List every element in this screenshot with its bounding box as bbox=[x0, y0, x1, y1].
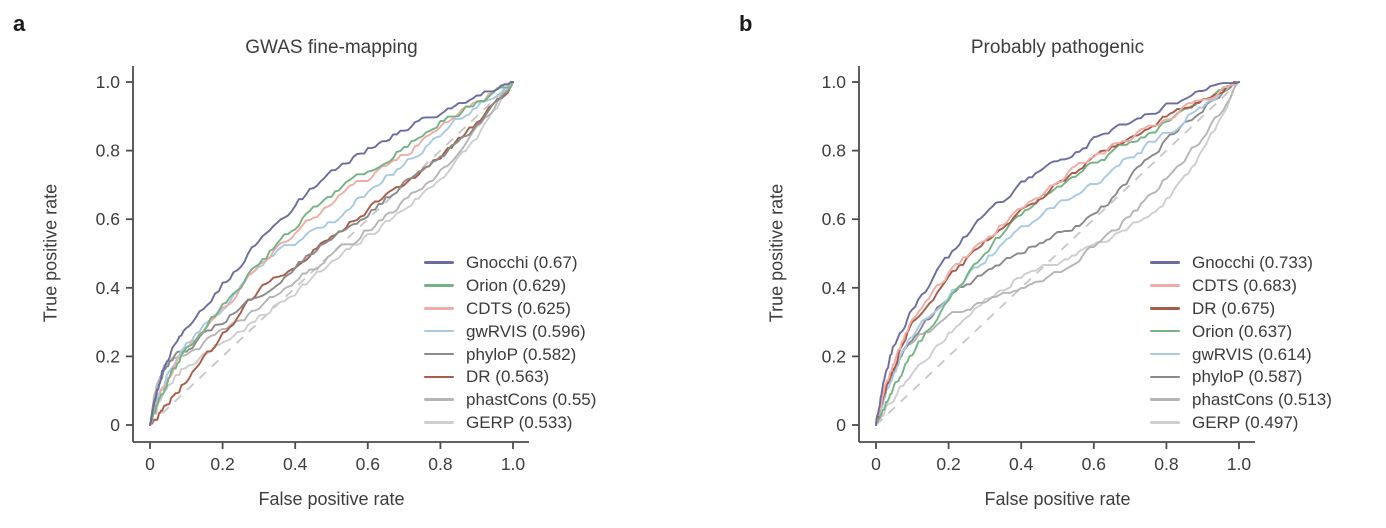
legend-item: CDTS (0.625) bbox=[424, 297, 596, 320]
legend-swatch bbox=[1150, 421, 1180, 425]
legend-swatch bbox=[1150, 375, 1180, 379]
roc-curve-Orion bbox=[149, 81, 514, 426]
legend-item: Gnocchi (0.67) bbox=[424, 251, 596, 274]
legend-swatch bbox=[424, 329, 454, 333]
y-tick-label: 0.6 bbox=[822, 209, 846, 229]
x-tick-label: 1.0 bbox=[1227, 454, 1252, 474]
roc-curve-gwRVIS bbox=[875, 81, 1240, 426]
x-axis-label: False positive rate bbox=[984, 489, 1131, 509]
x-tick-label: 0.6 bbox=[356, 454, 380, 474]
roc-curve-GERP bbox=[875, 81, 1240, 426]
legend-item: CDTS (0.683) bbox=[1150, 274, 1332, 297]
legend-label: Orion (0.637) bbox=[1192, 321, 1293, 341]
roc-curve-CDTS bbox=[875, 81, 1240, 426]
roc-curve-gwRVIS bbox=[149, 81, 514, 426]
legend-label: GERP (0.533) bbox=[466, 413, 573, 433]
panel-title: GWAS fine-mapping bbox=[245, 37, 418, 58]
legend-swatch bbox=[424, 398, 454, 402]
legend-swatch bbox=[1150, 352, 1180, 356]
legend-item: DR (0.675) bbox=[1150, 297, 1332, 320]
x-tick-label: 0 bbox=[145, 454, 155, 474]
legend-item: gwRVIS (0.596) bbox=[424, 320, 596, 343]
roc-curve-Orion bbox=[875, 81, 1240, 426]
legend-swatch bbox=[1150, 261, 1180, 264]
y-tick-label: 0.2 bbox=[96, 346, 120, 366]
roc-curve-Gnocchi bbox=[149, 81, 514, 426]
legend-swatch bbox=[424, 375, 454, 379]
legend-label: phastCons (0.55) bbox=[466, 390, 597, 410]
legend-item: phyloP (0.587) bbox=[1150, 365, 1332, 388]
x-tick-label: 0.8 bbox=[428, 454, 452, 474]
legend-item: phastCons (0.513) bbox=[1150, 388, 1332, 411]
legend-item: Orion (0.629) bbox=[424, 274, 596, 297]
legend-label: DR (0.675) bbox=[1192, 298, 1276, 318]
legend-swatch bbox=[1150, 306, 1180, 310]
roc-curve-phyloP bbox=[875, 81, 1240, 426]
legend-swatch bbox=[1150, 283, 1180, 287]
legend: Gnocchi (0.67) Orion (0.629) CDTS (0.625) g… bbox=[424, 251, 596, 434]
x-tick-label: 1.0 bbox=[501, 454, 526, 474]
x-axis-label: False positive rate bbox=[258, 489, 405, 509]
panel-title: Probably pathogenic bbox=[970, 37, 1145, 58]
panel-a: a GWAS fine-mapping True positive rate 0… bbox=[13, 11, 596, 510]
roc-chart: 0 0.2 0.4 0.6 0.8 1.0 0 0.2 0.4 0.6 0.8 1.0 bbox=[96, 66, 529, 474]
legend-swatch bbox=[1150, 329, 1180, 333]
y-tick-label: 0.2 bbox=[822, 346, 846, 366]
legend-swatch bbox=[424, 421, 454, 425]
legend-item: gwRVIS (0.614) bbox=[1150, 343, 1332, 366]
y-tick-label: 0 bbox=[836, 415, 846, 435]
legend-swatch bbox=[424, 261, 454, 264]
x-tick-label: 0.4 bbox=[1009, 454, 1034, 474]
x-tick-label: 0.2 bbox=[210, 454, 234, 474]
legend-label: Gnocchi (0.67) bbox=[466, 252, 578, 272]
legend-label: phastCons (0.513) bbox=[1192, 390, 1332, 410]
panel-letter: b bbox=[739, 11, 753, 36]
legend-swatch bbox=[424, 352, 454, 356]
legend-label: CDTS (0.683) bbox=[1192, 275, 1297, 295]
legend-label: DR (0.563) bbox=[466, 367, 550, 387]
legend-item: Orion (0.637) bbox=[1150, 320, 1332, 343]
x-tick-label: 0.2 bbox=[936, 454, 960, 474]
legend-label: CDTS (0.625) bbox=[466, 298, 571, 318]
legend: Gnocchi (0.733) CDTS (0.683) DR (0.675) Ori… bbox=[1150, 251, 1332, 434]
diagonal-reference-line bbox=[875, 81, 1240, 426]
legend-item: GERP (0.497) bbox=[1150, 411, 1332, 434]
y-tick-label: 0.6 bbox=[96, 209, 120, 229]
y-tick-label: 1.0 bbox=[822, 72, 847, 92]
legend-swatch bbox=[1150, 398, 1180, 402]
legend-swatch bbox=[424, 283, 454, 287]
x-tick-label: 0.8 bbox=[1154, 454, 1178, 474]
y-tick-label: 0.4 bbox=[96, 278, 121, 298]
roc-curve-GERP bbox=[149, 81, 514, 426]
legend-item: Gnocchi (0.733) bbox=[1150, 251, 1332, 274]
roc-chart: 0 0.2 0.4 0.6 0.8 1.0 0 0.2 0.4 0.6 0.8 1.0 bbox=[822, 66, 1255, 474]
x-tick-label: 0 bbox=[871, 454, 881, 474]
legend-swatch bbox=[424, 306, 454, 310]
legend-item: phastCons (0.55) bbox=[424, 388, 596, 411]
panel-letter: a bbox=[13, 11, 26, 36]
y-tick-label: 1.0 bbox=[96, 72, 121, 92]
legend-item: DR (0.563) bbox=[424, 365, 596, 388]
legend-label: gwRVIS (0.614) bbox=[1192, 344, 1312, 364]
legend-label: phyloP (0.582) bbox=[466, 344, 577, 364]
roc-curve-Gnocchi bbox=[875, 81, 1240, 426]
x-tick-label: 0.6 bbox=[1082, 454, 1106, 474]
legend-label: gwRVIS (0.596) bbox=[466, 321, 586, 341]
legend-item: GERP (0.533) bbox=[424, 411, 596, 434]
panel-b: b Probably pathogenic True positive rate… bbox=[693, 0, 1386, 528]
legend-label: Orion (0.629) bbox=[466, 275, 567, 295]
x-tick-label: 0.4 bbox=[283, 454, 308, 474]
y-tick-label: 0.8 bbox=[822, 141, 846, 161]
y-tick-label: 0 bbox=[110, 415, 120, 435]
roc-curve-phyloP bbox=[149, 81, 514, 426]
diagonal-reference-line bbox=[149, 81, 514, 426]
y-tick-label: 0.4 bbox=[822, 278, 847, 298]
legend-label: phyloP (0.587) bbox=[1192, 367, 1303, 387]
legend-label: Gnocchi (0.733) bbox=[1192, 252, 1313, 272]
legend-item: phyloP (0.582) bbox=[424, 343, 596, 366]
legend-label: GERP (0.497) bbox=[1192, 413, 1299, 433]
y-tick-label: 0.8 bbox=[96, 141, 120, 161]
